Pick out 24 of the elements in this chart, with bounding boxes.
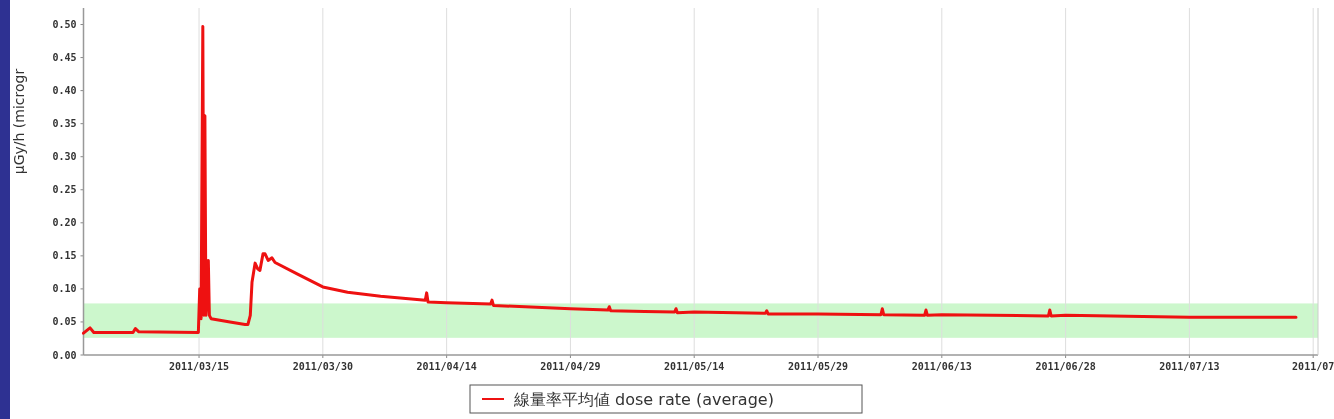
x-tick-label: 2011/07/13 xyxy=(1159,361,1220,372)
line-series xyxy=(82,25,1298,335)
y-tick-label: 0.45 xyxy=(52,52,77,64)
y-tick-label: 0.35 xyxy=(52,118,77,130)
y-tick-label: 0.30 xyxy=(52,151,77,163)
y-tick-label: 0.25 xyxy=(52,184,77,196)
x-tick-label: 2011/07 xyxy=(1292,361,1334,372)
y-tick-label: 0.40 xyxy=(52,85,77,97)
x-tick-label: 2011/06/28 xyxy=(1035,361,1096,372)
x-tick-label: 2011/05/29 xyxy=(787,361,849,372)
legend-label: 線量率平均値 dose rate (average) xyxy=(513,390,774,409)
x-tick-label: 2011/03/30 xyxy=(292,361,353,372)
x-tick-label: 2011/06/13 xyxy=(911,361,972,372)
y-tick-label: 0.50 xyxy=(52,19,77,31)
x-tick-label: 2011/03/15 xyxy=(168,361,230,372)
y-axis-title: µGy/h (microgr xyxy=(11,68,27,175)
y-tick-label: 0.10 xyxy=(52,283,77,295)
x-tick-label: 2011/04/29 xyxy=(540,361,601,372)
x-tick-label: 2011/04/14 xyxy=(416,361,477,372)
y-tick-label: 0.15 xyxy=(52,250,77,262)
y-tick-label: 0.20 xyxy=(52,217,77,229)
x-tick-label: 2011/05/14 xyxy=(664,361,725,372)
y-tick-label: 0.05 xyxy=(52,316,77,328)
y-tick-label: 0.00 xyxy=(52,349,77,361)
